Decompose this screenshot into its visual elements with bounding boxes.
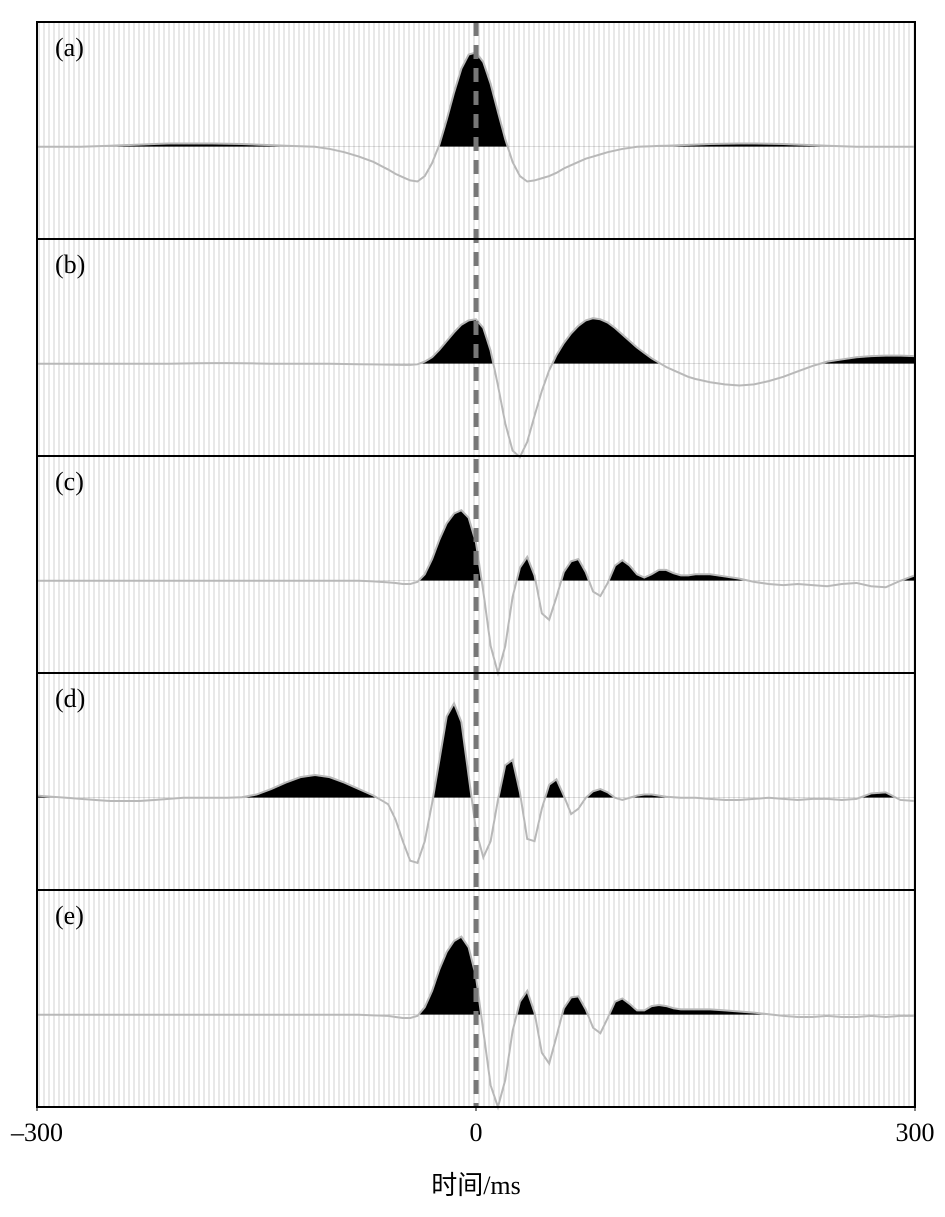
trace-line — [36, 701, 916, 865]
panel-label: (a) — [55, 33, 84, 62]
trace-line — [37, 51, 915, 183]
trace-line — [37, 317, 916, 459]
panel-label: (e) — [55, 901, 84, 930]
positive-fill — [37, 318, 915, 364]
trace-line — [37, 509, 916, 677]
trace-line — [37, 935, 915, 1111]
x-tick-label: 0 — [470, 1118, 483, 1147]
x-tick-label: 300 — [896, 1118, 935, 1147]
panel-label: (d) — [55, 684, 85, 713]
panel-label: (b) — [55, 250, 85, 279]
x-tick-label: –300 — [10, 1118, 63, 1147]
x-axis-label: 时间/ms — [431, 1171, 521, 1200]
panel-label: (c) — [55, 467, 84, 496]
